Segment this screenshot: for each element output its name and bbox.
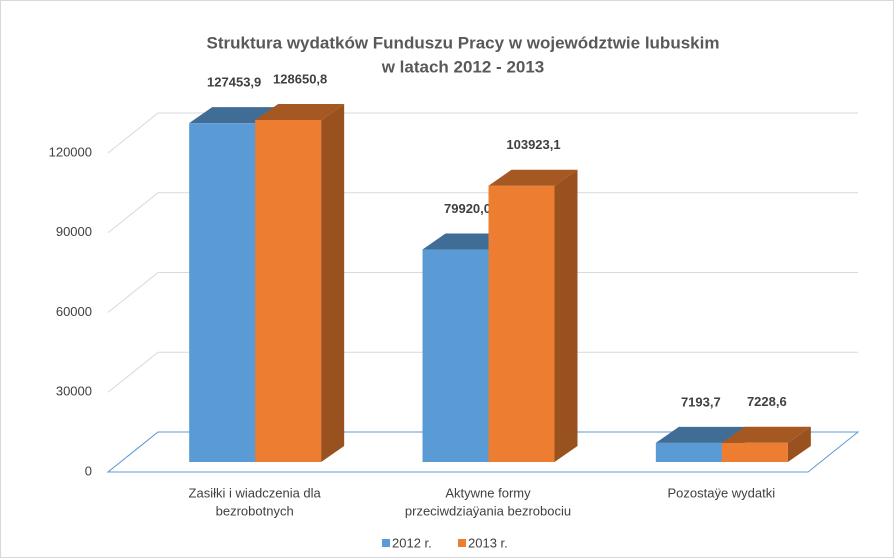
x-tick-label: Pozostaÿe wydatki (667, 485, 775, 500)
bar-side (787, 426, 811, 462)
bar-side (554, 169, 578, 462)
bar-top (255, 104, 345, 121)
bar-front (255, 120, 322, 462)
bar-front (488, 185, 555, 462)
grid-line (107, 192, 858, 234)
y-tick-label: 30000 (56, 384, 92, 399)
y-tick-label: 60000 (56, 304, 92, 319)
data-label: 7228,6 (747, 394, 787, 409)
x-tick-label: przeciwdziaÿania bezrobociu (405, 503, 571, 518)
bar-front (189, 123, 256, 462)
data-label: 128650,8 (273, 71, 327, 86)
bar-front (721, 442, 788, 462)
legend-swatch (458, 539, 466, 547)
legend-label: 2013 r. (468, 535, 508, 550)
x-tick-label: Zasiłki i wiadczenia dla (189, 485, 322, 500)
bar-front (655, 442, 722, 462)
bar-top (655, 426, 745, 443)
x-tick-label: bezrobotnych (216, 503, 294, 518)
y-tick-label: 120000 (49, 144, 92, 159)
bar-top (189, 107, 279, 124)
data-label: 7193,7 (681, 394, 721, 409)
legend-label: 2012 r. (392, 535, 432, 550)
data-label: 103923,1 (506, 137, 560, 152)
grid-line (107, 351, 858, 393)
y-tick-label: 0 (85, 463, 92, 478)
bar-side (321, 104, 345, 462)
bar-top (721, 426, 811, 443)
bar (721, 426, 811, 462)
bar (488, 169, 578, 462)
bar (255, 104, 345, 462)
grid-line (107, 272, 858, 313)
bar-top (488, 169, 578, 186)
legend-swatch (382, 539, 390, 547)
grid-line (107, 112, 858, 154)
chart-title: Struktura wydatków Funduszu Pracy w woje… (207, 33, 720, 52)
data-label: 79920,0 (444, 201, 491, 216)
chart-title: w latach 2012 - 2013 (381, 57, 545, 76)
y-tick-label: 90000 (56, 224, 92, 239)
floor (106, 431, 860, 473)
bar-front (422, 249, 489, 462)
x-tick-label: Aktywne formy (445, 485, 531, 500)
data-label: 127453,9 (207, 75, 261, 90)
